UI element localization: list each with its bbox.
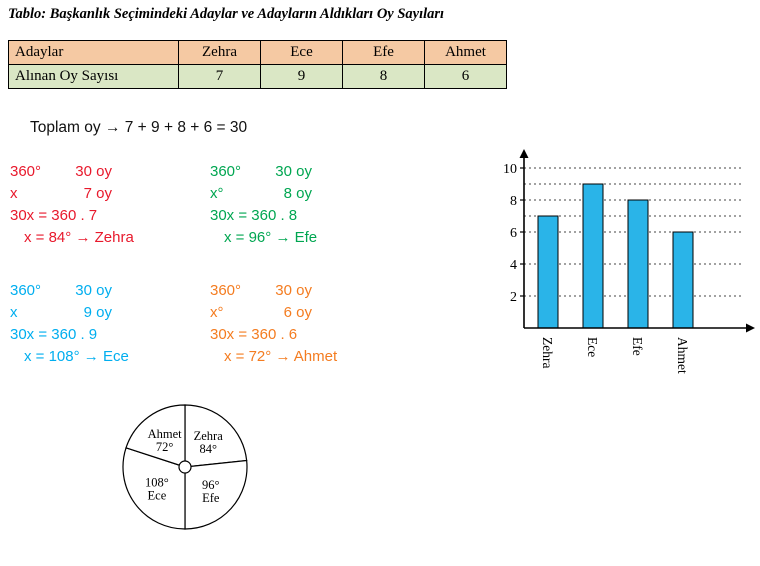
votes-cell-label: Alınan Oy Sayısı [8,64,179,89]
bar [582,183,604,329]
result-line: x = 96° → Efe [224,229,318,246]
unknown-x: x° [210,185,224,202]
votes-candidate: 7 oy [83,185,112,202]
calc-block-zehra: 360° 30 oy x 7 oy 30x = 360 . 7 x = 84° … [10,161,200,249]
proportion-row: 360° 30 oy [10,161,200,183]
pie-slice-label: Ece [148,488,167,502]
proportion-row: 360° 30 oy [210,161,400,183]
pie-slice [184,459,248,530]
result-line: x = 72° → Ahmet [224,348,338,365]
proportion-row: x 9 oy [10,302,200,324]
pie-slice [125,404,186,468]
degrees-total: 360° [210,163,242,180]
header-cell-adaylar: Adaylar [8,40,179,65]
x-axis-arrow [746,323,755,333]
header-cell-efe: Efe [342,40,425,65]
pie-slice [184,404,248,468]
y-axis-arrow [519,149,529,158]
proportion-row: x 7 oy [10,183,200,205]
header-cell-ahmet: Ahmet [424,40,507,65]
proportion-row: x° 6 oy [210,302,400,324]
result-line: x = 108° → Ece [24,348,129,365]
proportion-row: 360° 30 oy [10,280,200,302]
bar-chart: 2 4 6 8 10 Zehra Ece Efe Ahmet [498,146,758,396]
y-tick-label: 10 [503,162,517,177]
pie-slice-label: Ahmet [148,427,183,441]
calc-block-ece: 360° 30 oy x 9 oy 30x = 360 . 9 x = 108°… [10,280,200,368]
total-votes-line: Toplam oy → 7 + 9 + 8 + 6 = 30 [30,119,248,136]
page-title: Tablo: Başkanlık Seçimindeki Adaylar ve … [8,6,445,22]
unknown-x: x [10,185,18,202]
pie-slice-label: 96° [202,478,220,492]
table-votes-row: Alınan Oy Sayısı 7 9 8 6 [8,64,507,89]
pie-slice-label: 84° [199,442,217,456]
pie-slice-label: 108° [145,475,169,489]
votes-total: 30 oy [75,282,112,299]
votes-total: 30 oy [75,163,112,180]
bar [537,215,559,329]
calc-block-ahmet: 360° 30 oy x° 6 oy 30x = 360 . 6 x = 72°… [210,280,400,368]
pie-slice-label: Zehra [194,429,224,443]
y-tick-label: 8 [510,194,517,209]
x-category-label: Efe [630,337,645,356]
votes-cell-ece: 9 [260,64,343,89]
x-category-label: Ece [585,337,600,357]
votes-total: 30 oy [275,163,312,180]
pie-center-hub [178,460,192,474]
equation-line: 30x = 360 . 9 [10,326,98,343]
pie-slice-label: Efe [202,491,220,505]
votes-candidate: 9 oy [83,304,112,321]
x-category-label: Ahmet [675,337,690,374]
equation-line: 30x = 360 . 6 [210,326,298,343]
proportion-row: 360° 30 oy [210,280,400,302]
x-category-label: Zehra [540,337,555,368]
table-header-row: Adaylar Zehra Ece Efe Ahmet [8,40,507,65]
bar [672,231,694,329]
result-line: x = 84° → Zehra [24,229,134,246]
bar [627,199,649,329]
header-cell-ece: Ece [260,40,343,65]
votes-cell-ahmet: 6 [424,64,507,89]
degrees-total: 360° [10,163,42,180]
unknown-x: x° [210,304,224,321]
equation-line: 30x = 360 . 7 [10,207,98,224]
votes-cell-zehra: 7 [178,64,261,89]
y-tick-label: 6 [510,226,517,241]
votes-candidate: 8 oy [283,185,312,202]
unknown-x: x [10,304,18,321]
votes-cell-efe: 8 [342,64,425,89]
votes-table: Adaylar Zehra Ece Efe Ahmet Alınan Oy Sa… [8,40,507,89]
votes-total: 30 oy [275,282,312,299]
equation-line: 30x = 360 . 8 [210,207,298,224]
y-tick-label: 2 [510,290,517,305]
proportion-row: x° 8 oy [210,183,400,205]
pie-chart: Zehra 84° 96° Efe 108° Ece Ahmet 72° [118,400,254,536]
pie-slice [122,447,186,530]
votes-candidate: 6 oy [283,304,312,321]
pie-slice-label: 72° [156,440,174,454]
degrees-total: 360° [10,282,42,299]
y-tick-label: 4 [510,258,517,273]
header-cell-zehra: Zehra [178,40,261,65]
degrees-total: 360° [210,282,242,299]
bar-chart-svg: 2 4 6 8 10 Zehra Ece Efe Ahmet [503,149,755,374]
calc-block-efe: 360° 30 oy x° 8 oy 30x = 360 . 8 x = 96°… [210,161,400,249]
